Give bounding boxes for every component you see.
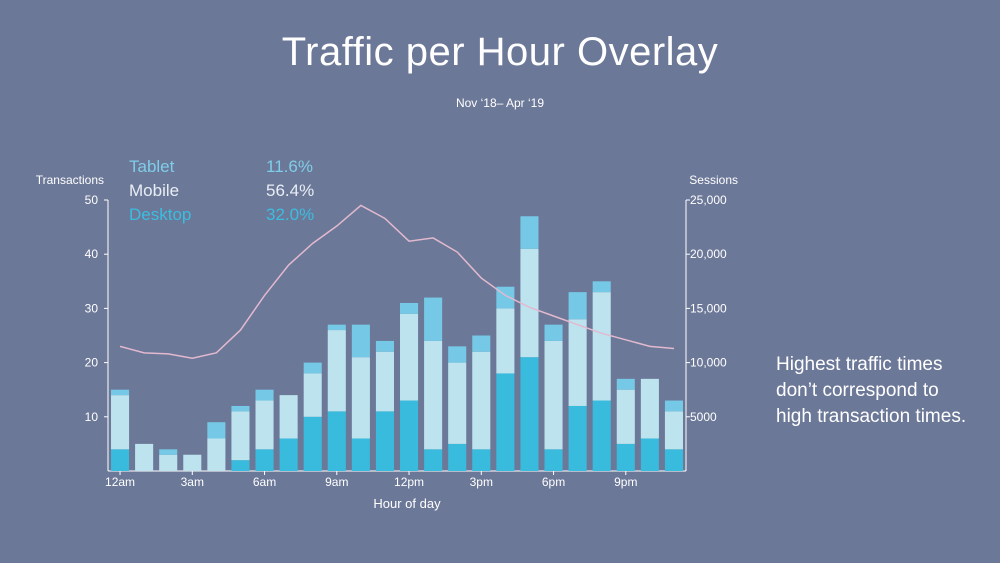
bar-mobile-10 (351, 357, 370, 439)
bar-tablet-9 (327, 324, 346, 331)
legend-mobile-value: 56.4% (266, 181, 315, 200)
y2-tick-label: 5000 (690, 410, 717, 424)
bar-tablet-6 (255, 389, 274, 401)
chart-title: Traffic per Hour Overlay (281, 30, 719, 74)
bar-desktop-11 (375, 411, 394, 471)
x-tick-label: 12am (105, 475, 135, 489)
bar-desktop-12 (400, 400, 419, 471)
bar-tablet-11 (375, 340, 394, 352)
bar-mobile-5 (231, 411, 250, 461)
bar-desktop-5 (231, 460, 250, 471)
bar-desktop-7 (279, 438, 298, 471)
bar-desktop-15 (472, 449, 491, 471)
legend-desktop-value: 32.0% (266, 205, 315, 224)
bar-desktop-18 (544, 449, 563, 471)
bar-mobile-13 (424, 340, 443, 450)
bar-tablet-21 (616, 378, 635, 390)
y2-tick-label: 15,000 (690, 301, 727, 315)
bar-tablet-5 (231, 405, 250, 412)
bar-mobile-22 (640, 378, 659, 439)
y2-tick-label: 25,000 (690, 193, 727, 207)
annotation-note: Highest traffic times don’t correspond t… (776, 354, 967, 427)
bar-tablet-13 (424, 297, 443, 341)
bar-mobile-21 (616, 389, 635, 444)
y-tick-label: 40 (85, 247, 99, 261)
bar-desktop-20 (592, 400, 611, 471)
bar-desktop-21 (616, 443, 635, 471)
x-tick-label: 6am (253, 475, 276, 489)
bar-desktop-22 (640, 438, 659, 471)
bar-tablet-19 (568, 292, 587, 320)
bar-mobile-16 (496, 308, 515, 374)
sessions-line (119, 204, 675, 360)
bar-mobile-9 (327, 330, 346, 412)
bar-mobile-20 (592, 292, 611, 401)
bar-desktop-9 (327, 411, 346, 471)
bar-mobile-1 (135, 443, 154, 471)
y-tick-label: 20 (85, 356, 99, 370)
chart-subtitle: Nov ‘18– Apr ‘19 (455, 96, 545, 110)
x-axis-label: Hour of day (373, 496, 441, 511)
bar-mobile-0 (111, 395, 130, 450)
bar-mobile-12 (400, 313, 419, 401)
bar-desktop-23 (664, 449, 683, 471)
bar-mobile-17 (520, 248, 539, 358)
bar-mobile-11 (375, 351, 394, 412)
bar-desktop-17 (520, 357, 539, 471)
bar-mobile-23 (664, 411, 683, 450)
legend-tablet-value: 11.6% (266, 157, 313, 176)
bar-tablet-15 (472, 335, 491, 352)
bar-tablet-4 (207, 422, 226, 439)
x-tick-label: 9pm (614, 475, 637, 489)
bar-desktop-13 (424, 449, 443, 471)
bar-tablet-10 (351, 324, 370, 358)
x-tick-label: 6pm (542, 475, 565, 489)
bar-mobile-2 (159, 454, 178, 471)
bar-mobile-3 (183, 454, 202, 471)
legend-mobile-label: Mobile (129, 181, 180, 200)
bar-mobile-19 (568, 319, 587, 406)
legend-tablet-label: Tablet (129, 157, 175, 176)
bar-tablet-20 (592, 281, 611, 293)
legend-desktop-label: Desktop (129, 205, 192, 224)
y2-tick-label: 10,000 (690, 356, 727, 370)
bar-mobile-18 (544, 340, 563, 450)
x-tick-label: 3am (181, 475, 204, 489)
y-axis-label: Transactions (36, 173, 104, 187)
bar-tablet-12 (400, 302, 419, 314)
bar-tablet-23 (664, 400, 683, 412)
bar-mobile-15 (472, 351, 491, 450)
bar-desktop-6 (255, 449, 274, 471)
bar-desktop-19 (568, 405, 587, 471)
bar-tablet-18 (544, 324, 563, 341)
bar-desktop-0 (111, 449, 130, 471)
y-tick-label: 10 (85, 410, 99, 424)
bar-desktop-10 (351, 438, 370, 471)
bar-tablet-0 (111, 389, 130, 396)
bar-mobile-6 (255, 400, 274, 450)
bar-tablet-17 (520, 216, 539, 249)
bar-desktop-16 (496, 373, 515, 471)
y2-axis-label: Sessions (689, 173, 738, 187)
y2-tick-label: 20,000 (690, 247, 727, 261)
bar-tablet-14 (448, 346, 467, 363)
y-tick-label: 50 (85, 193, 99, 207)
bar-desktop-14 (448, 443, 467, 471)
y-tick-label: 30 (85, 301, 99, 315)
bar-mobile-4 (207, 438, 226, 471)
bar-mobile-8 (303, 373, 322, 417)
x-tick-label: 9am (325, 475, 348, 489)
bar-tablet-2 (159, 449, 178, 455)
bar-mobile-7 (279, 395, 298, 439)
bar-desktop-8 (303, 416, 322, 471)
x-tick-label: 3pm (470, 475, 493, 489)
bar-tablet-8 (303, 362, 322, 374)
x-tick-label: 12pm (394, 475, 424, 489)
bar-mobile-14 (448, 362, 467, 444)
